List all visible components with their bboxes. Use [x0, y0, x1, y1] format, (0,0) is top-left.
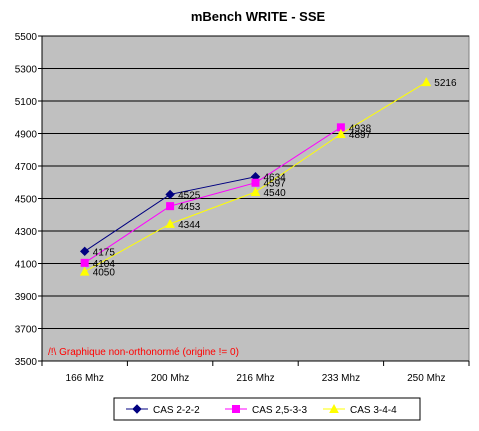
- legend-label: CAS 2-2-2: [153, 405, 200, 416]
- legend-label: CAS 3-4-4: [350, 405, 397, 416]
- data-label: 4634: [264, 173, 287, 184]
- y-tick-label: 4900: [15, 130, 38, 141]
- data-point: [165, 189, 175, 200]
- legend-label: CAS 2,5-3-3: [252, 405, 307, 416]
- data-point: [79, 246, 90, 257]
- data-point: [250, 186, 261, 196]
- data-point: [80, 258, 89, 267]
- data-label: 4344: [178, 220, 201, 231]
- chart-annotation: /!\ Graphique non-orthonormé (origine !=…: [48, 347, 239, 358]
- y-tick-label: 4300: [15, 227, 38, 238]
- legend-marker: [329, 403, 339, 413]
- y-tick-label: 5500: [15, 32, 38, 43]
- data-point: [336, 128, 346, 138]
- legend-marker: [132, 404, 142, 414]
- data-label: 4540: [264, 188, 287, 199]
- data-label: 4525: [178, 190, 201, 201]
- data-label: 4897: [349, 130, 372, 141]
- data-point: [165, 218, 175, 228]
- y-tick-label: 5300: [15, 65, 38, 76]
- data-label: 4453: [178, 202, 201, 213]
- data-point: [166, 202, 175, 211]
- y-tick-label: 4700: [15, 162, 38, 173]
- data-label: 5216: [434, 78, 457, 89]
- y-tick-label: 4500: [15, 195, 38, 206]
- data-point: [421, 77, 432, 87]
- data-label: 4938: [349, 123, 372, 134]
- x-tick-label: 200 Mhz: [151, 373, 189, 384]
- x-tick-label: 233 Mhz: [322, 373, 360, 384]
- y-tick-label: 3700: [15, 325, 38, 336]
- series-line: [84, 126, 342, 264]
- data-labels: 4175 4525 4634 4104 4453 4597 4938 4050 4344 4540…: [93, 78, 457, 278]
- series: [79, 77, 432, 276]
- data-point: [251, 178, 260, 187]
- y-tick-label: 5100: [15, 97, 38, 108]
- x-tick-label: 166 Mhz: [66, 373, 104, 384]
- y-tick-label: 4100: [15, 260, 38, 271]
- x-tick-label: 250 Mhz: [407, 373, 445, 384]
- data-label: 4175: [93, 247, 116, 258]
- x-tick-label: 216 Mhz: [236, 373, 274, 384]
- data-label: 4104: [93, 259, 116, 270]
- chart-title: mBench WRITE - SSE: [191, 9, 326, 24]
- legend-box: [113, 397, 421, 421]
- y-tick-label: 3900: [15, 292, 38, 303]
- data-point: [79, 266, 90, 276]
- legend-marker: [232, 405, 240, 413]
- data-label: 4050: [93, 268, 116, 279]
- data-label: 4597: [264, 179, 287, 190]
- y-tick-label: 3500: [15, 357, 38, 368]
- axes: 3500 3700 3900 4100 4300 4500 4700 4900 5100 5300…: [15, 32, 470, 384]
- legend: CAS 2-2-2 CAS 2,5-3-3 CAS 3-4-4: [113, 397, 421, 421]
